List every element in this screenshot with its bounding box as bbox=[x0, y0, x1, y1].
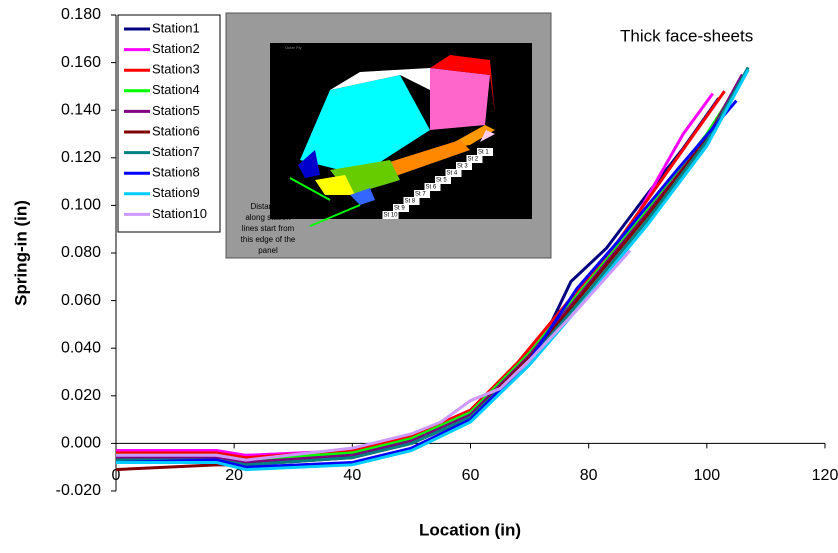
station-label: St 7 bbox=[415, 192, 426, 198]
station-label-box bbox=[393, 204, 409, 212]
station-label-box bbox=[445, 169, 462, 177]
station-label-box bbox=[466, 155, 483, 163]
inset-note: lines start from bbox=[242, 224, 295, 233]
y-tick-label: 0.060 bbox=[61, 292, 101, 309]
x-tick-label: 100 bbox=[693, 467, 720, 484]
y-tick-label: 0.180 bbox=[61, 6, 101, 23]
station-label: St 10 bbox=[384, 213, 399, 219]
station-label: St 6 bbox=[426, 185, 437, 191]
station-label: St 3 bbox=[457, 164, 468, 170]
inset-title: Outer Ply bbox=[285, 45, 302, 50]
series-line bbox=[115, 99, 738, 469]
annotation: Thick face-sheets bbox=[620, 26, 753, 45]
x-axis-title: Location (in) bbox=[419, 520, 521, 539]
legend-label: Station5 bbox=[152, 103, 200, 118]
legend-label: Station2 bbox=[152, 41, 200, 56]
inset-note: along station bbox=[245, 213, 290, 222]
legend-label: Station3 bbox=[152, 62, 200, 77]
x-tick-label: 0 bbox=[112, 467, 121, 484]
station-label-box bbox=[382, 211, 399, 219]
station-label: St 8 bbox=[405, 199, 416, 205]
x-tick-label: 40 bbox=[343, 467, 361, 484]
station-label: St 5 bbox=[436, 178, 447, 184]
station-label-box bbox=[435, 176, 451, 184]
legend-label: Station1 bbox=[152, 20, 200, 35]
x-tick-label: 80 bbox=[580, 467, 598, 484]
x-tick-label: 20 bbox=[225, 467, 243, 484]
y-tick-label: 0.000 bbox=[61, 435, 101, 452]
legend-label: Station7 bbox=[152, 144, 200, 159]
y-tick-label: 0.140 bbox=[61, 101, 101, 118]
station-label-box bbox=[477, 148, 493, 156]
legend-label: Station9 bbox=[152, 185, 200, 200]
legend-label: Station10 bbox=[152, 206, 207, 221]
station-label: St 2 bbox=[468, 157, 479, 163]
station-label-box bbox=[424, 183, 441, 191]
station-label-box bbox=[414, 190, 430, 198]
y-axis-title: Spring-in (in) bbox=[11, 200, 30, 306]
series-line bbox=[116, 90, 726, 460]
inset-note: Distances bbox=[250, 202, 285, 211]
station-label: St 1 bbox=[478, 150, 489, 156]
station-label-box bbox=[456, 162, 472, 170]
series-line bbox=[116, 249, 632, 462]
inset-note: panel bbox=[258, 246, 278, 255]
y-tick-label: 0.160 bbox=[61, 54, 101, 71]
station-label-box bbox=[403, 197, 420, 205]
y-tick-label: 0.040 bbox=[61, 339, 101, 356]
legend-label: Station4 bbox=[152, 82, 200, 97]
station-label: St 9 bbox=[394, 206, 405, 212]
inset-note: this edge of the bbox=[241, 235, 296, 244]
series-line bbox=[116, 66, 750, 467]
y-tick-label: -0.020 bbox=[56, 482, 101, 499]
x-tick-label: 60 bbox=[462, 467, 480, 484]
station-label: St 4 bbox=[447, 171, 458, 177]
y-tick-label: 0.120 bbox=[61, 149, 101, 166]
legend-label: Station6 bbox=[152, 123, 200, 138]
y-tick-label: 0.020 bbox=[61, 387, 101, 404]
legend-label: Station8 bbox=[152, 165, 200, 180]
y-tick-label: 0.100 bbox=[61, 197, 101, 214]
x-tick-label: 120 bbox=[812, 467, 838, 484]
series-line bbox=[116, 69, 750, 472]
y-tick-label: 0.080 bbox=[61, 244, 101, 261]
legend bbox=[117, 14, 221, 233]
